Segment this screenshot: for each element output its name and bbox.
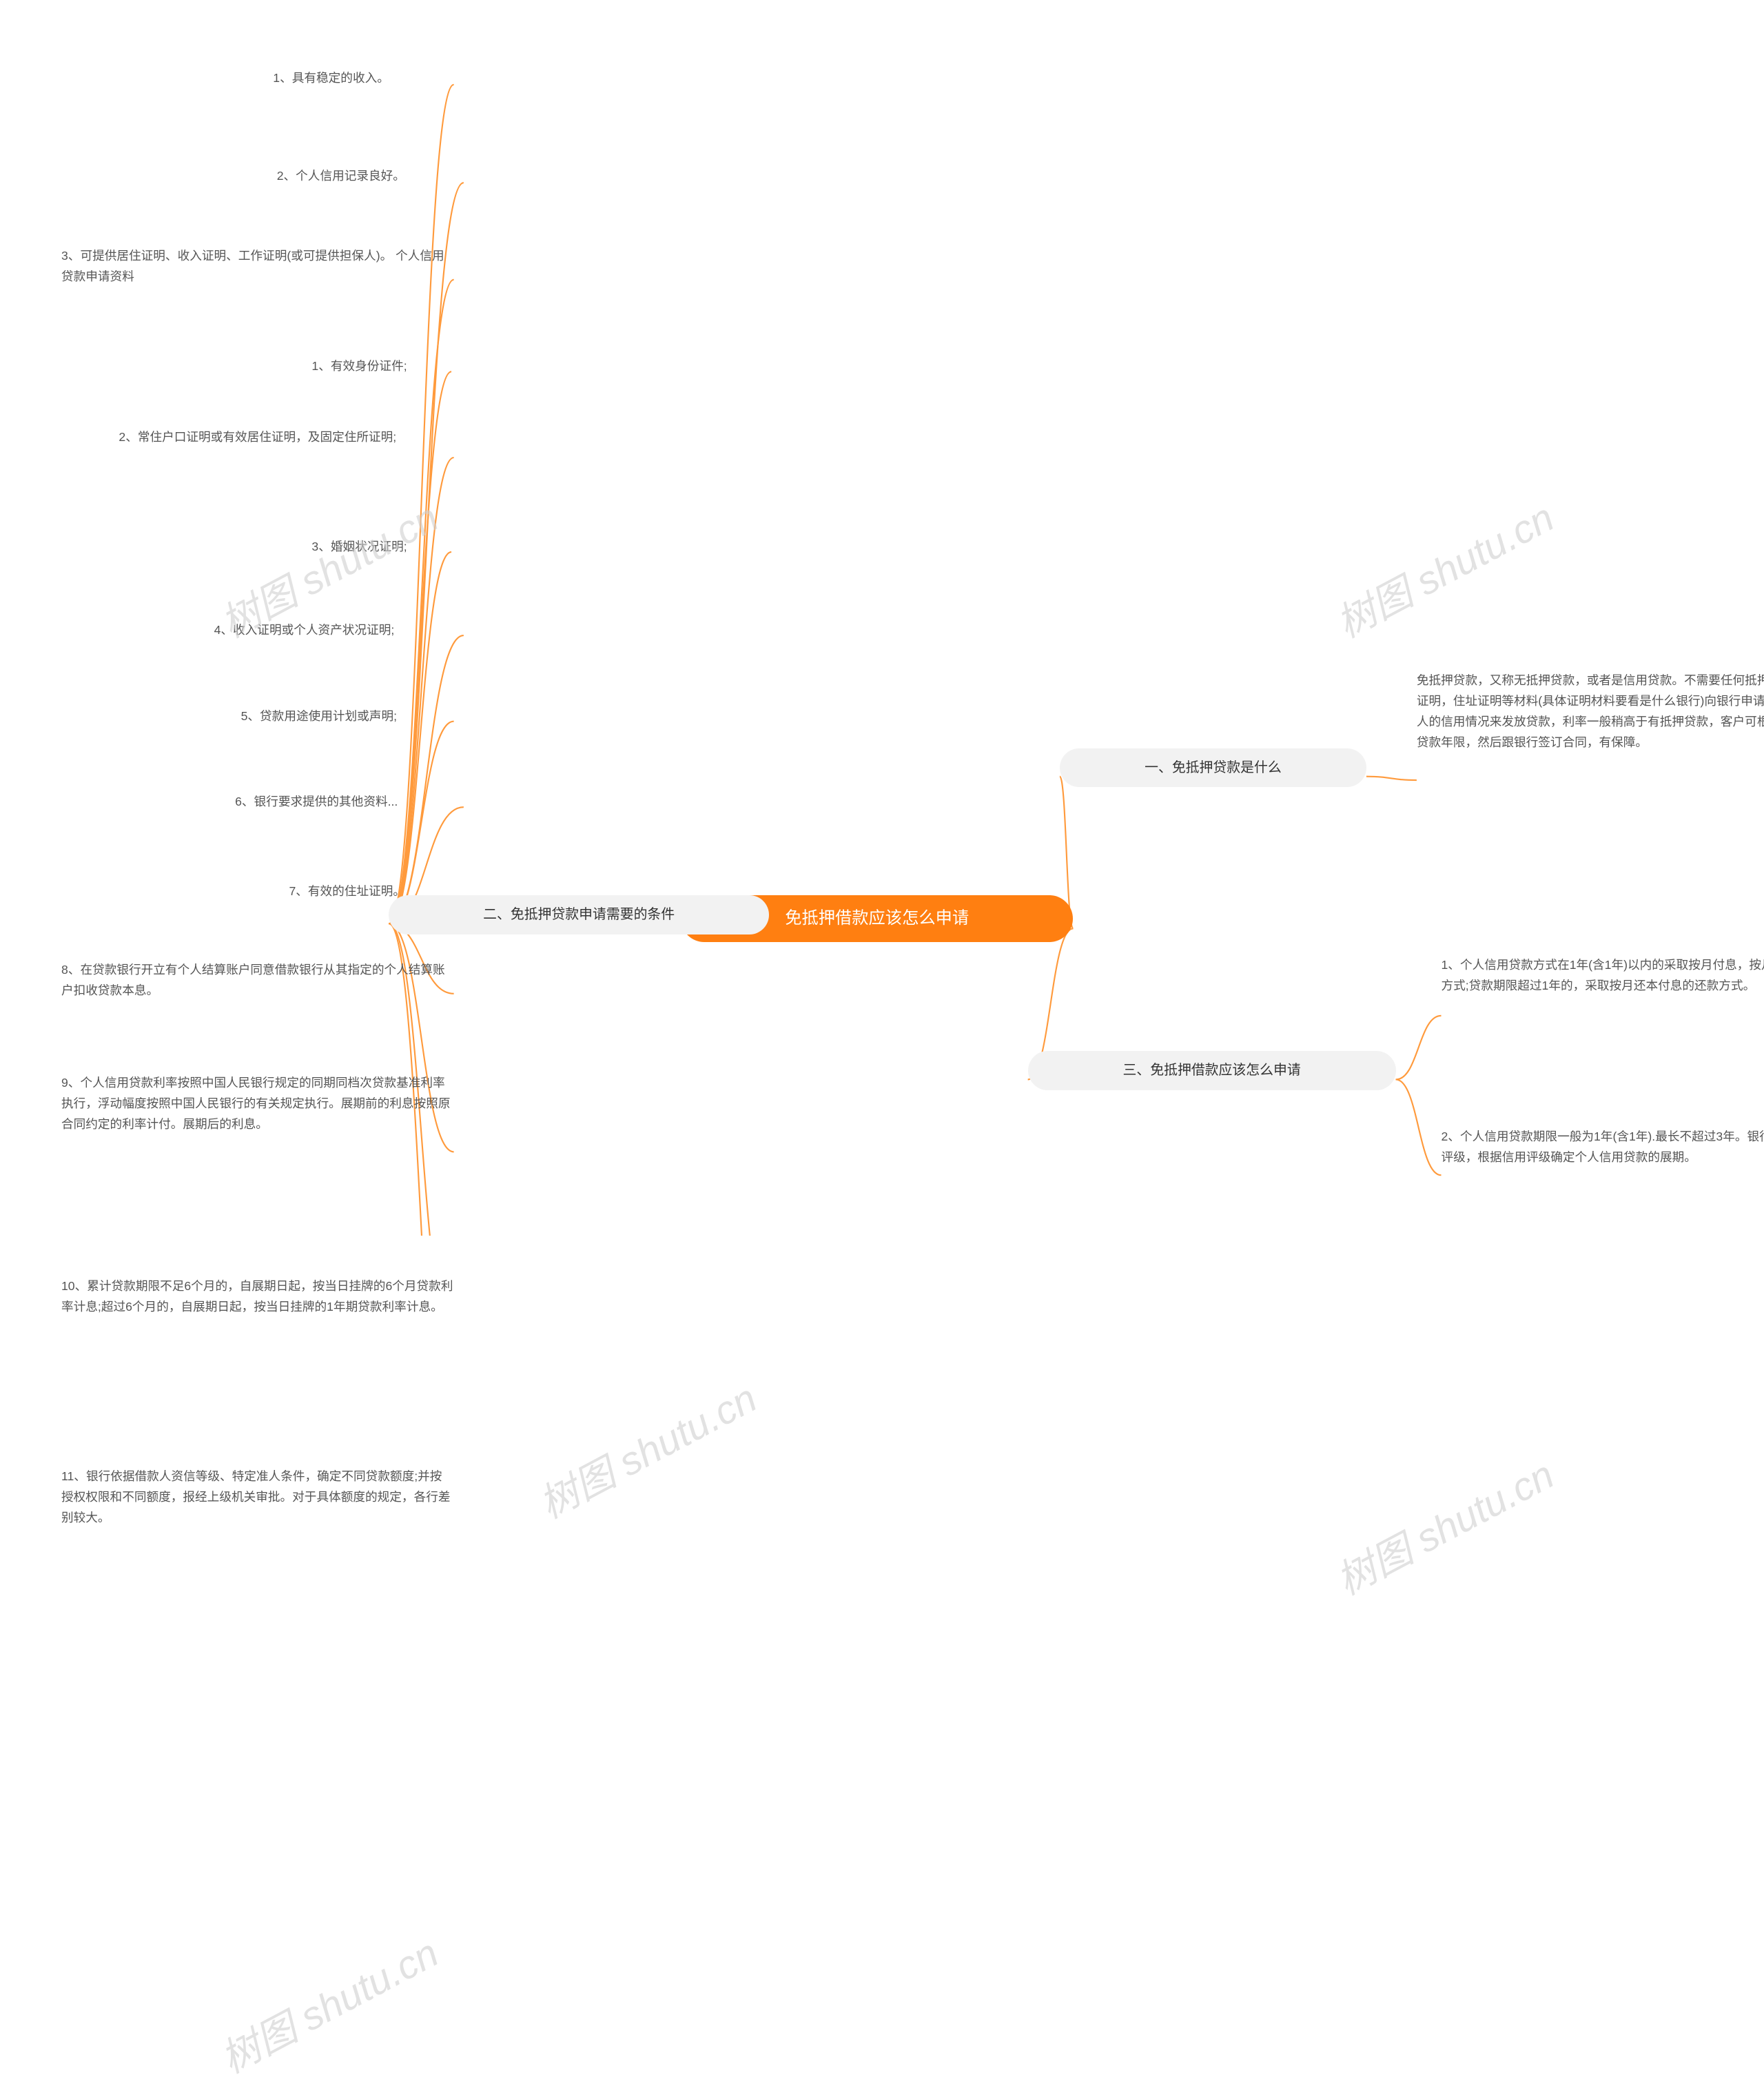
leaf-b2l11: 8、在贷款银行开立有个人结算账户同意借款银行从其指定的个人结算账户扣收贷款本息。 [61,959,454,1001]
watermark: 树图 shutu.cn [528,1368,765,1530]
watermark: 树图 shutu.cn [209,1922,447,2084]
leaf-b2l7: 4、收入证明或个人资产状况证明; [145,620,464,640]
watermark: 树图 shutu.cn [1325,487,1562,649]
leaf-b2l1: 1、具有稳定的收入。 [209,68,454,88]
leaf-b2l8: 5、贷款用途使用计划或声明; [184,706,454,726]
leaf-b2l13: 10、累计贷款期限不足6个月的，自展期日起，按当日挂牌的6个月贷款利率计息;超过… [61,1276,454,1317]
branch-b1: 一、免抵押贷款是什么 [1060,748,1366,787]
leaf-b2l3: 3、可提供居住证明、收入证明、工作证明(或可提供担保人)。 个人信用贷款申请资料 [61,245,454,287]
leaf-b2l14: 11、银行依据借款人资信等级、特定准人条件，确定不同贷款额度;并按授权权限和不同… [61,1466,454,1528]
leaf-b2l2: 2、个人信用记录良好。 [218,165,464,186]
leaf-b3l1: 1、个人信用贷款方式在1年(含1年)以内的采取按月付息，按月、按季或一次还本的还… [1442,954,1764,996]
leaf-b2l5: 2、常住户口证明或有效居住证明，及固定住所证明; [61,427,454,447]
watermark: 树图 shutu.cn [1325,1444,1562,1606]
leaf-b2l9: 6、银行要求提供的其他资料... [170,791,464,812]
leaf-b3l2: 2、个人信用贷款期限一般为1年(含1年).最长不超过3年。银行通常每年要进行个人… [1442,1126,1764,1167]
leaf-b2l12: 9、个人信用贷款利率按照中国人民银行规定的同期同档次贷款基准利率执行，浮动幅度按… [61,1072,454,1134]
mindmap-canvas: 免抵押借款应该怎么申请一、免抵押贷款是什么免抵押贷款，又称无抵押贷款，或者是信用… [0,0,1764,1236]
leaf-b2l10: 7、有效的住址证明。 [243,881,451,901]
leaf-b2l4: 1、有效身份证件; [267,356,451,376]
leaf-b1l1: 免抵押贷款，又称无抵押贷款，或者是信用贷款。不需要任何抵押物，只需身份证明，收入… [1417,670,1764,753]
branch-b3: 三、免抵押借款应该怎么申请 [1028,1051,1396,1090]
leaf-b2l6: 3、婚姻状况证明; [267,536,451,557]
